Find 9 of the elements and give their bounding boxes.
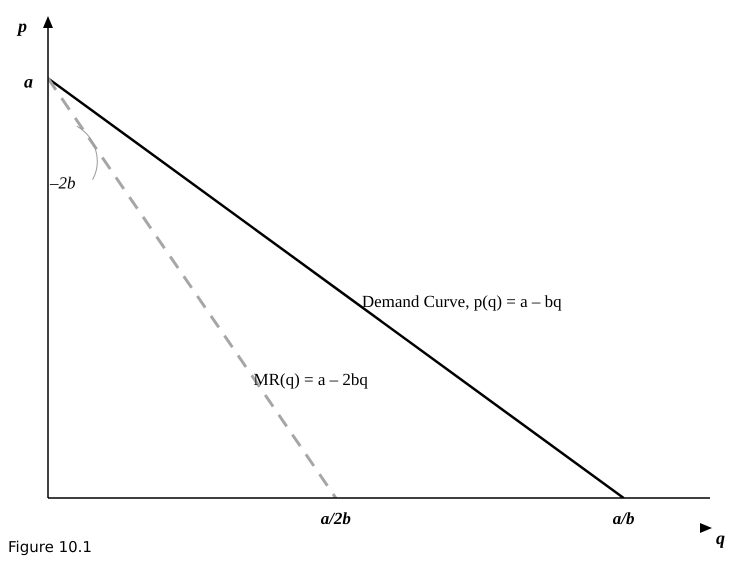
annotation: –2b	[49, 174, 76, 193]
series-label: Demand Curve, p(q) = a – bq	[362, 292, 562, 311]
x-tick-label: a/2b	[320, 509, 351, 528]
caption: Figure 10.1	[8, 538, 92, 556]
text: a	[24, 72, 33, 92]
x-tick-label: a/b	[612, 509, 635, 528]
x-axis-title: q	[716, 528, 725, 548]
y-axis-title: p	[16, 16, 27, 36]
series-label: MR(q) = a – 2bq	[253, 370, 368, 390]
